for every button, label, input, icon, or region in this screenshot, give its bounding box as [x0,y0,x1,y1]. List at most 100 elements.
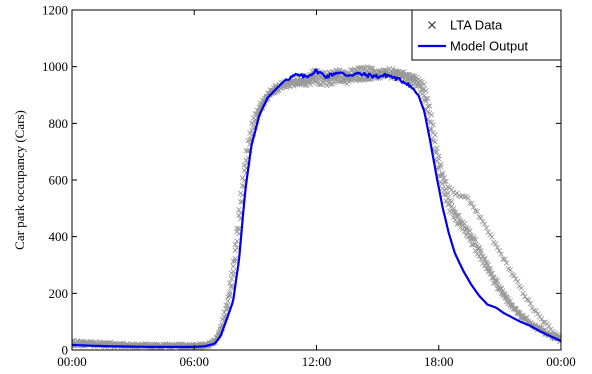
lta-data-point [430,137,436,144]
lta-data-point [516,309,523,316]
lta-data-point [448,203,455,210]
lta-data-point [454,213,460,219]
lta-data-point [234,238,240,244]
lta-data-point [461,194,468,200]
lta-data-point [465,229,471,235]
lta-data-point [540,319,546,326]
lta-data-point [461,224,468,231]
lta-data-point [507,267,513,273]
lta-data-point [474,245,480,252]
lta-data-point [237,199,244,205]
lta-data-point [234,245,240,251]
lta-data-point [421,92,427,99]
y-tick-label: 1000 [42,59,68,74]
lta-data-point [432,132,438,138]
lta-data-point [463,225,469,231]
lta-data-point [525,297,532,303]
lta-data-point [496,248,502,254]
legend-lta-marker [428,21,436,29]
axes-layer: 0 200 400 600 800 1000 1200 00:00 06:00 12:00 18:0… [12,3,576,370]
lta-data-point [327,81,334,87]
lta-data-point [472,241,479,248]
lta-data-point [417,83,424,90]
lta-data-point [221,309,227,315]
lta-data-point [498,251,504,257]
lta-data-point [502,291,508,297]
lta-data-point [527,300,534,307]
lta-data-point [481,221,488,227]
lta-data-point [232,258,238,264]
lta-data-point [478,250,484,256]
lta-data-point [492,241,499,247]
lta-data-point [503,295,510,301]
lta-data-point [469,200,475,207]
lta-data-point [520,312,526,319]
lta-data-point [241,162,248,168]
lta-data-point [524,317,530,324]
lta-data-point [419,87,425,94]
lta-data-point [485,262,491,268]
lta-data-point [546,323,552,329]
lta-data-point [492,278,499,284]
lta-data-point [291,80,297,86]
lta-data-point [518,285,524,291]
lta-data-point [426,119,433,125]
lta-data-point [426,103,433,109]
y-tick-label: 600 [49,173,69,188]
y-tick-label: 800 [49,116,69,131]
lta-data-day-4 [72,67,561,350]
lta-data-point [456,212,462,218]
lta-data-point [232,241,238,247]
lta-data-point [470,204,477,210]
lta-data-point [230,268,237,275]
lta-data-point [428,112,435,118]
lta-data-point [313,73,319,80]
lta-data-point [228,282,235,289]
lta-data-point [505,299,512,305]
lta-data-point [223,306,229,312]
lta-data-point [425,109,431,115]
x-tick-label: 06:00 [179,354,209,369]
lta-data-point [217,323,224,330]
lta-data-point [511,272,517,279]
series-lta-data [72,64,561,350]
lta-data-point [223,302,229,308]
lta-data-point [412,77,418,83]
legend: LTA Data Model Output [411,9,562,61]
lta-data-day-3 [72,64,561,350]
lta-data-point [483,225,490,231]
lta-data-day-2 [72,72,561,350]
lta-data-point [481,256,488,262]
lta-data-point [230,258,237,265]
lta-data-point [443,191,449,198]
lta-data-point [439,170,446,176]
lta-data-point [337,67,343,73]
legend-box [411,9,562,61]
legend-lta-label: LTA Data [450,18,503,33]
lta-data-point [324,82,330,89]
lta-data-point [243,147,249,154]
legend-model-label: Model Output [450,39,528,54]
lta-data-point [434,145,440,151]
lta-data-point [483,261,490,268]
lta-data-point [465,195,471,201]
lta-data-point [437,161,444,167]
lta-data-point [316,81,323,88]
lta-data-point [239,175,246,181]
lta-data-point [225,302,231,309]
x-tick-label: 18:00 [424,354,454,369]
plot-layer [72,64,561,350]
lta-data-point [533,308,539,314]
lta-data-point [232,255,238,262]
lta-data-point [226,293,233,299]
x-tick-label: 00:00 [546,354,576,369]
lta-data-point [294,78,301,85]
x-tick-label: 12:00 [302,354,332,369]
lta-data-point [496,285,502,292]
x-tick-label: 00:00 [57,354,87,369]
lta-data-point [415,79,422,86]
lta-data-point [443,178,449,185]
lta-data-point [236,225,242,232]
